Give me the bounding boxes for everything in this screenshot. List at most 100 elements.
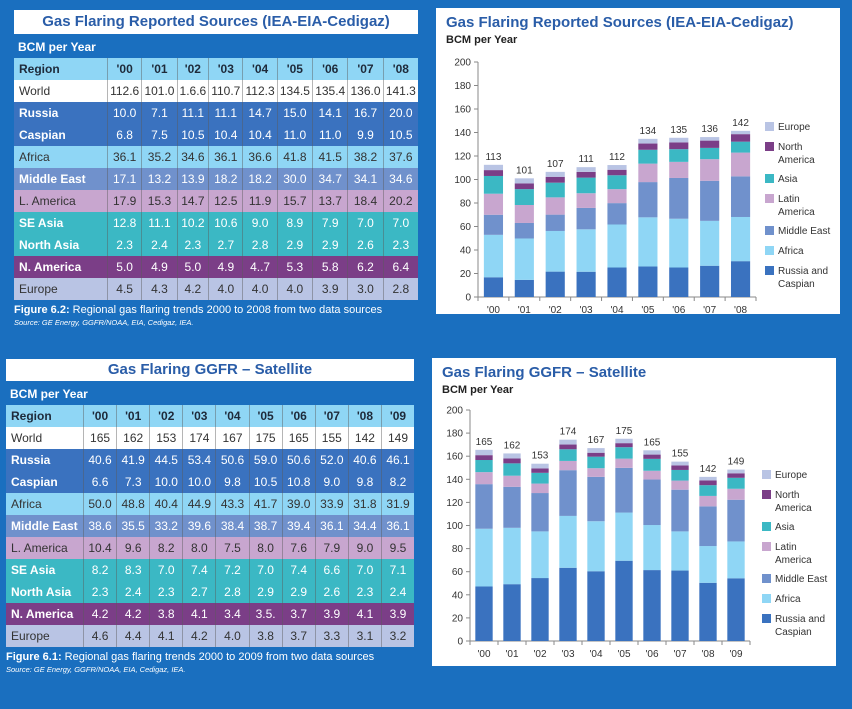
table-cell: 36.1: [106, 146, 142, 168]
table-cell: 7.4: [182, 559, 216, 581]
legend-label: America: [778, 207, 815, 218]
table-cell: 7.1: [380, 559, 414, 581]
legend-swatch-russia_caspian: [765, 266, 774, 275]
table-cell: 3.7: [281, 603, 316, 625]
table-cell: 153: [149, 427, 183, 449]
bar-total-label: 162: [504, 440, 521, 451]
table-cell: 39.4: [281, 515, 316, 537]
table-cell: 10.4: [82, 537, 117, 559]
x-tick-label: '04: [610, 305, 623, 314]
y-tick-label: 200: [446, 406, 463, 417]
bar-segment-north_america: [576, 171, 596, 178]
table-cell: 38.2: [347, 146, 384, 168]
header-year: '04: [242, 58, 278, 80]
table-cell: 2.9: [248, 581, 283, 603]
table-cell: 10.5: [382, 124, 418, 146]
table-cell: 50.6: [281, 449, 316, 471]
y-tick-label: 140: [446, 475, 463, 486]
row-label: L. America: [11, 541, 68, 555]
bar-segment-russia_caspian: [545, 271, 565, 297]
legend-label: Middle East: [775, 574, 827, 585]
table-cell: 7.0: [382, 212, 418, 234]
table-cell: 9.0: [347, 537, 382, 559]
table-cell: 3.8: [149, 603, 183, 625]
bar-segment-north_america: [615, 443, 633, 448]
table-row: North Asia 2.3 2.4 2.3 2.7 2.8 2.9 2.9 2.6 2.3: [14, 234, 418, 256]
bar-segment-middle_east: [545, 214, 565, 231]
bar-segment-russia_caspian: [727, 578, 745, 641]
reported-table-unit: BCM per Year: [18, 40, 96, 54]
bar-segment-russia_caspian: [700, 265, 720, 297]
row-label: SE Asia: [11, 563, 56, 577]
bar-segment-latin_america: [615, 458, 633, 468]
bar-segment-latin_america: [531, 483, 549, 494]
table-cell: 7.0: [347, 212, 384, 234]
row-label: SE Asia: [19, 216, 64, 230]
bar-segment-europe: [475, 449, 493, 456]
y-tick-label: 120: [454, 152, 471, 163]
bar-segment-russia_caspian: [699, 582, 717, 641]
table-cell: 10.6: [208, 212, 243, 234]
table-cell: 33.2: [149, 515, 183, 537]
table-cell: 2.8: [382, 278, 418, 300]
bar-segment-north_america: [587, 452, 605, 457]
table-row: N. America 4.2 4.2 3.8 4.1 3.4 3.5. 3.7 3.9 4.1 3.…: [6, 603, 414, 625]
bar-segment-asia: [475, 460, 493, 473]
bar-segment-north_america: [475, 455, 493, 461]
table-cell: 9.6: [116, 537, 150, 559]
table-cell: 6.2: [347, 256, 384, 278]
y-tick-label: 160: [446, 452, 463, 463]
table-cell: 4.9: [208, 256, 243, 278]
table-row: N. America 5.0 4.9 5.0 4.9 4..7 5.3 5.8 6.2 6.4: [14, 256, 418, 278]
table-row: SE Asia 8.2 8.3 7.0 7.4 7.2 7.0 7.4 6.6 7.0 7.1: [6, 559, 414, 581]
bar-segment-asia: [727, 477, 745, 489]
table-cell: 3.8: [248, 625, 283, 647]
y-tick-label: 0: [465, 293, 471, 304]
table-cell: 36.1: [208, 146, 243, 168]
x-tick-label: '03: [580, 305, 593, 314]
table-cell: 41.5: [312, 146, 348, 168]
bar-segment-africa: [559, 515, 577, 568]
bar-segment-europe: [669, 137, 689, 143]
bar-total-label: 112: [609, 152, 625, 163]
table-header-row: Region '00'01'02'03'04'05'06'07'08'09: [6, 405, 414, 427]
reported-sources-table-panel: Gas Flaring Reported Sources (IEA-EIA-Ce…: [14, 10, 418, 327]
table-cell: 6.6: [82, 471, 117, 493]
figure-6-2-caption: Figure 6.2: Regional gas flaring trends …: [14, 304, 383, 316]
table-cell: 38.7: [248, 515, 283, 537]
legend-label: Latin: [778, 194, 800, 205]
bar-segment-middle_east: [587, 476, 605, 522]
legend-label: Asia: [775, 522, 795, 533]
bar-segment-north_america: [638, 143, 658, 150]
table-cell: 20.2: [382, 190, 418, 212]
table-cell: 7.9: [312, 212, 348, 234]
bar-segment-asia: [503, 463, 521, 476]
table-cell: 11.0: [276, 124, 313, 146]
satellite-chart-title: Gas Flaring GGFR – Satellite: [442, 364, 647, 381]
table-cell: 7.4: [281, 559, 316, 581]
table-cell: 2.3: [106, 234, 142, 256]
bar-segment-russia_caspian: [559, 567, 577, 641]
table-cell: 17.1: [106, 168, 142, 190]
bar-segment-middle_east: [503, 486, 521, 528]
row-label: North Asia: [11, 585, 72, 599]
row-label: North Asia: [19, 238, 80, 252]
x-tick-label: '07: [703, 305, 716, 314]
header-year: '09: [380, 405, 414, 427]
bar-segment-europe: [700, 137, 720, 141]
bar-total-label: 153: [532, 451, 549, 462]
table-cell: 174: [182, 427, 216, 449]
bar-segment-middle_east: [559, 470, 577, 516]
table-cell: 4.1: [149, 625, 183, 647]
bar-total-label: 134: [640, 126, 657, 137]
legend-label: America: [775, 555, 812, 566]
table-cell: 41.8: [276, 146, 313, 168]
satellite-chart-unit: BCM per Year: [442, 384, 514, 396]
bar-segment-north_america: [699, 480, 717, 486]
table-cell: 9.0: [242, 212, 278, 234]
table-cell: 7.6: [281, 537, 316, 559]
table-cell: 8.3: [116, 559, 150, 581]
bar-segment-europe: [531, 463, 549, 469]
table-cell: 5.8: [312, 256, 348, 278]
table-cell: 14.7: [242, 102, 278, 124]
